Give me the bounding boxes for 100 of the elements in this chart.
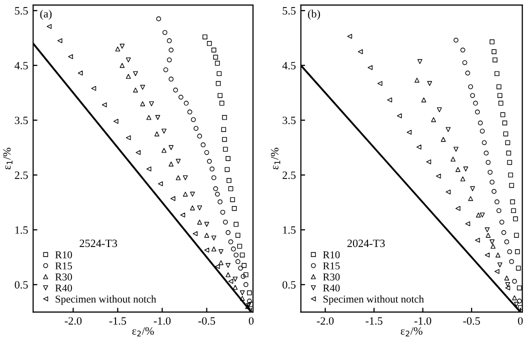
y-axis-title: ε$_{1}$/% [3, 148, 12, 170]
point [460, 176, 466, 182]
point [226, 263, 231, 268]
y-tick-label: 0.5 [14, 281, 28, 289]
legend-title: 2524-T3 [80, 240, 118, 248]
y-tick-label: 5.5 [15, 7, 28, 15]
y-axis-title: ε$_{1}$/% [270, 148, 280, 170]
point [120, 62, 125, 68]
legend-label: Specimen without notch [323, 295, 424, 305]
point [204, 232, 210, 238]
point [475, 238, 480, 243]
point [126, 57, 131, 62]
annotation: (b) [308, 10, 320, 20]
point [133, 71, 138, 76]
x-tick-label: -1.0 [414, 317, 432, 325]
point [136, 150, 141, 155]
legend-label: R30 [55, 273, 72, 280]
point [182, 175, 188, 180]
point [414, 78, 420, 83]
x-tick-label: -1.0 [154, 317, 171, 325]
point [91, 86, 96, 91]
point [57, 38, 62, 44]
y-tick-label: 3.5 [282, 116, 296, 124]
y-tick-label: 2.5 [282, 172, 296, 180]
point [149, 101, 154, 106]
point [454, 146, 458, 152]
point [495, 252, 500, 258]
y-tick-label: 1.5 [283, 226, 296, 234]
point [162, 148, 166, 153]
point [512, 295, 517, 300]
point [120, 44, 125, 49]
x-tick-label: -1.5 [109, 317, 126, 325]
point [162, 128, 166, 134]
point [406, 130, 412, 135]
point [436, 107, 442, 112]
point [78, 70, 83, 76]
point [416, 144, 422, 150]
point [158, 181, 163, 186]
point [211, 236, 216, 240]
x-axis-title: ε$_{2}$/% [400, 327, 422, 336]
point [480, 212, 485, 218]
point [505, 282, 510, 288]
point [126, 135, 131, 140]
point [427, 81, 432, 86]
point [204, 248, 210, 253]
x-axis-title: ε$_{2}$/% [132, 327, 154, 336]
point [46, 24, 52, 29]
point [113, 118, 118, 124]
point [377, 81, 382, 86]
point [146, 166, 152, 172]
point [190, 205, 195, 210]
point [456, 167, 460, 172]
point [436, 174, 441, 179]
point [192, 231, 198, 236]
legend-label: R10 [323, 251, 340, 258]
point [232, 276, 238, 282]
point [497, 262, 502, 268]
point [450, 156, 456, 162]
legend-title: 2024-T3 [347, 240, 385, 248]
y-tick-label: 4.5 [14, 62, 28, 70]
point [368, 65, 373, 70]
point [387, 97, 392, 102]
point [180, 212, 186, 218]
point [155, 115, 160, 120]
point [170, 196, 176, 202]
point [421, 97, 426, 102]
point [218, 249, 224, 254]
x-tick-label: 0 [248, 317, 254, 325]
point [146, 115, 152, 120]
x-tick-label: -0.5 [463, 317, 480, 325]
point [465, 221, 470, 226]
legend-label: Specimen without notch [56, 295, 156, 305]
legend-label: R10 [55, 251, 72, 258]
point [176, 158, 181, 164]
point [505, 285, 510, 290]
y-tick-label: 1.5 [15, 226, 28, 234]
x-tick-label: -0.5 [198, 317, 216, 325]
legend-label: R15 [55, 262, 72, 270]
point [211, 246, 216, 252]
point [133, 88, 138, 92]
point [140, 101, 146, 106]
point [494, 269, 500, 274]
legend-label: R40 [55, 284, 72, 292]
point [154, 131, 160, 136]
point [347, 34, 352, 39]
point [102, 102, 107, 108]
point [218, 260, 224, 266]
y-tick-label: 3.5 [14, 116, 28, 124]
point [197, 205, 202, 210]
point [182, 192, 188, 197]
point [214, 264, 220, 269]
point [446, 127, 451, 132]
x-tick-label: -2.0 [316, 317, 334, 325]
point [228, 278, 234, 284]
y-tick-label: 0.5 [282, 281, 296, 289]
point [446, 190, 451, 194]
y-tick-label: 2.5 [14, 172, 28, 180]
point [417, 59, 422, 64]
point [463, 166, 468, 172]
y-tick-label: 4.5 [282, 62, 296, 70]
